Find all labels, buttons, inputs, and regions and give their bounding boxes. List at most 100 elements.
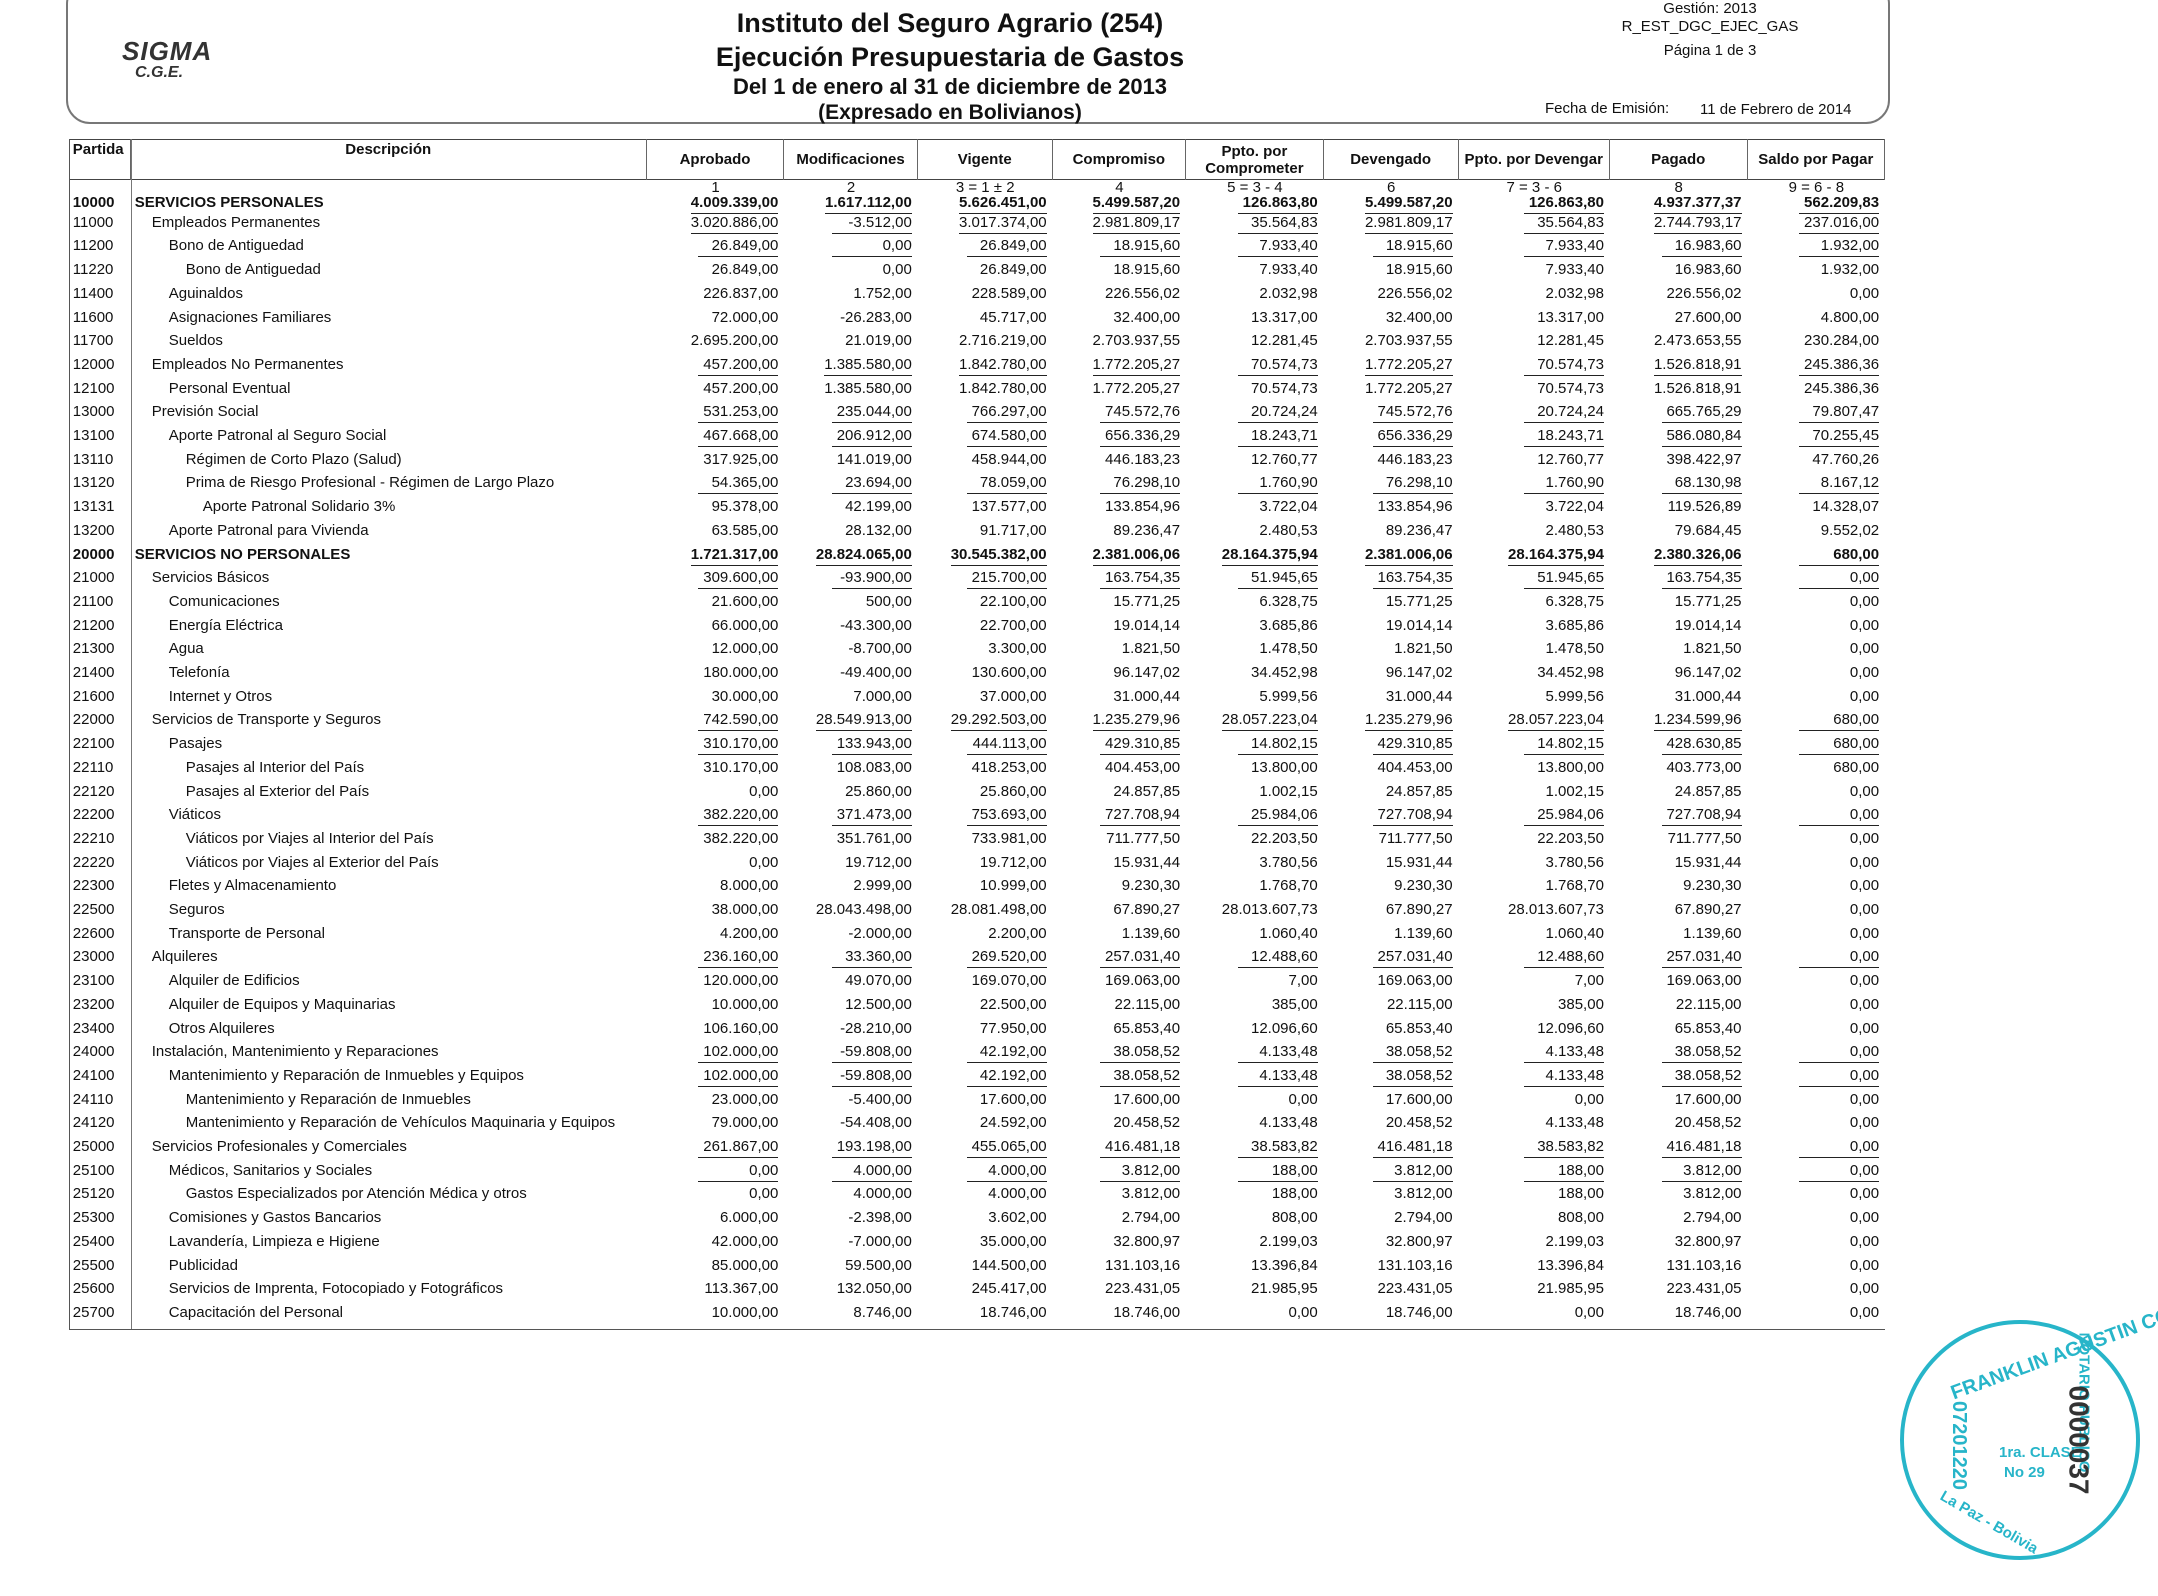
descripcion: Bono de Antiguedad: [185, 261, 321, 279]
descripcion: Aporte Patronal para Vivienda: [168, 521, 369, 539]
amount: 66.000,00: [711, 616, 779, 634]
column-header: Compromiso: [1053, 139, 1187, 180]
amount: 0,00: [698, 1161, 779, 1182]
amount: 28.549.913,00: [815, 710, 912, 732]
amount: 18.746,00: [979, 1303, 1047, 1321]
column-header: Aprobado: [647, 139, 785, 180]
amount: 0,00: [1849, 1232, 1880, 1250]
amount: 0,00: [1574, 1303, 1604, 1321]
amount: 9.230,30: [1394, 877, 1453, 895]
amount: 24.857,85: [1385, 782, 1453, 800]
descripcion: Médicos, Sanitarios y Sociales: [168, 1161, 373, 1179]
amount: 7,00: [1574, 972, 1604, 990]
amount: 8.746,00: [853, 1303, 912, 1321]
amount: 28.013.607,73: [1507, 901, 1604, 918]
amount: 2.199,03: [1545, 1232, 1604, 1250]
table-bottom-border: [68, 1328, 1886, 1330]
amount: 382.220,00: [703, 829, 779, 847]
amount: 404.453,00: [1105, 758, 1181, 776]
amount: 13.800,00: [1250, 758, 1318, 776]
amount: 0,00: [1849, 592, 1880, 610]
amount: 3.602,00: [988, 1209, 1047, 1227]
amount: 38.058,52: [1372, 1066, 1453, 1087]
stamp-clase: 1ra. CLASE: [1999, 1444, 2081, 1461]
amount: 2.716.219,00: [959, 332, 1047, 350]
descripcion: Viáticos por Viajes al Exterior del País: [185, 853, 439, 871]
partida: 13100: [72, 427, 115, 444]
amount: 21.600,00: [711, 592, 779, 610]
partida: 13131: [72, 498, 115, 516]
amount: 1.139,60: [1683, 924, 1742, 942]
amount: 403.773,00: [1666, 758, 1742, 776]
amount: 15.771,25: [1113, 592, 1181, 610]
amount: 12.281,45: [1250, 332, 1318, 350]
descripcion: Publicidad: [168, 1256, 238, 1274]
amount: 14.802,15: [1523, 734, 1604, 756]
amount: 126.863,80: [1523, 193, 1604, 214]
amount: 2.703.937,55: [1092, 332, 1181, 350]
amount: 26.849,00: [698, 236, 779, 258]
amount: 310.170,00: [703, 758, 779, 776]
amount: 500,00: [865, 592, 912, 610]
partida: 25600: [72, 1280, 115, 1298]
amount: 133.943,00: [831, 734, 912, 756]
column-formula: 9 = 6 - 8: [1788, 179, 1845, 196]
amount: 76.298,10: [1100, 473, 1181, 495]
amount: 19.014,14: [1385, 616, 1453, 634]
amount: 0,00: [1849, 616, 1880, 634]
amount: -59.808,00: [831, 1066, 912, 1087]
amount: 680,00: [1799, 545, 1880, 566]
amount: 3.780,56: [1545, 853, 1604, 871]
partida: 25300: [72, 1209, 115, 1227]
amount: 371.473,00: [831, 805, 912, 827]
partida: 21200: [72, 616, 115, 634]
partida: 22300: [72, 877, 115, 895]
amount: 1.721.317,00: [690, 545, 779, 566]
amount: 20.724,24: [1237, 402, 1318, 424]
descripcion: Servicios de Imprenta, Fotocopiado y Fot…: [168, 1280, 504, 1298]
amount: 416.481,18: [1372, 1137, 1453, 1158]
stamp-folio: 0000037: [2063, 1385, 2095, 1495]
amount: 1.385.580,00: [824, 355, 912, 376]
amount: 382.220,00: [698, 805, 779, 827]
amount: 106.160,00: [703, 1019, 779, 1037]
amount: 96.147,02: [1674, 664, 1742, 681]
descripcion: Mantenimiento y Reparación de Inmuebles: [185, 1090, 471, 1108]
amount: 2.032,98: [1545, 284, 1604, 302]
amount: 2.380.326,06: [1653, 545, 1742, 566]
partida: 22110: [72, 758, 114, 776]
amount: 674.580,00: [966, 426, 1047, 447]
amount: 9.230,30: [1683, 877, 1742, 895]
amount: 711.777,50: [1378, 829, 1453, 847]
amount: 38.058,52: [1661, 1066, 1742, 1087]
amount: 0,00: [1799, 947, 1880, 969]
amount: 70.574,73: [1237, 355, 1318, 376]
descripcion: Agua: [168, 640, 204, 658]
amount: 67.890,27: [1113, 901, 1181, 918]
amount: 119.526,89: [1667, 498, 1742, 516]
descripcion: Servicios de Transporte y Seguros: [151, 711, 381, 729]
amount: 444.113,00: [966, 734, 1047, 756]
amount: 3.300,00: [988, 640, 1047, 658]
amount: 27.600,00: [1674, 308, 1742, 326]
column-header: Ppto. por Devengar: [1459, 139, 1610, 180]
amount: 28.164.375,94: [1507, 545, 1604, 566]
descripcion: Prima de Riesgo Profesional - Régimen de…: [185, 474, 555, 492]
amount: 766.297,00: [966, 402, 1047, 424]
amount: 13.396,84: [1250, 1256, 1318, 1274]
amount: 0,00: [1799, 1161, 1880, 1182]
amount: 742.590,00: [698, 710, 779, 732]
descripcion: Energía Eléctrica: [168, 616, 283, 634]
amount: 0,00: [1288, 1303, 1318, 1321]
amount: 193.198,00: [831, 1137, 912, 1158]
amount: 3.020.886,00: [690, 213, 779, 234]
amount: 78.059,00: [966, 473, 1047, 495]
amount: 404.453,00: [1377, 758, 1453, 776]
stamp-code: 07201220: [1947, 1401, 1970, 1490]
amount: 67.890,27: [1385, 901, 1453, 918]
amount: 8.167,12: [1799, 473, 1880, 495]
descripcion: Aporte Patronal Solidario 3%: [202, 498, 396, 516]
amount: 1.002,15: [1545, 782, 1604, 800]
amount: 0,00: [749, 853, 779, 871]
stamp-number: No 29: [2004, 1464, 2045, 1481]
